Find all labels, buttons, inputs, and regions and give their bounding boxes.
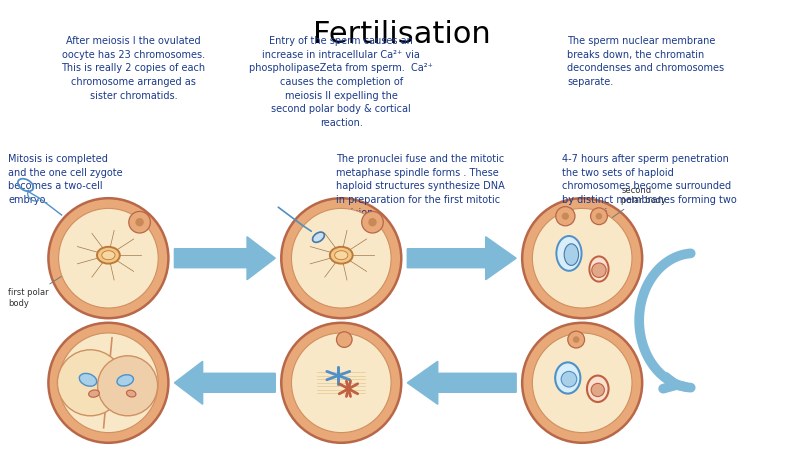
- Ellipse shape: [97, 247, 119, 264]
- Circle shape: [589, 208, 606, 225]
- Ellipse shape: [127, 390, 136, 397]
- Text: After meiosis I the ovulated
oocyte has 23 chromosomes.
This is really 2 copies : After meiosis I the ovulated oocyte has …: [61, 36, 205, 101]
- FancyArrow shape: [174, 361, 275, 404]
- Text: second
polar body: second polar body: [609, 186, 666, 219]
- Ellipse shape: [564, 244, 578, 265]
- Text: Entry of the sperm causes an
increase in intracellular Ca²⁺ via
phospholipaseZet: Entry of the sperm causes an increase in…: [249, 36, 432, 128]
- Text: Fertilisation: Fertilisation: [312, 20, 490, 49]
- Circle shape: [59, 208, 158, 308]
- Circle shape: [98, 356, 157, 416]
- Circle shape: [521, 198, 642, 318]
- Ellipse shape: [589, 256, 608, 282]
- Circle shape: [48, 323, 168, 443]
- Text: 4-7 hours after sperm penetration
the two sets of haploid
chromosomes become sur: 4-7 hours after sperm penetration the tw…: [561, 154, 736, 218]
- Ellipse shape: [117, 375, 133, 386]
- Circle shape: [532, 333, 631, 433]
- Circle shape: [532, 208, 631, 308]
- Ellipse shape: [334, 251, 347, 260]
- Circle shape: [368, 218, 376, 226]
- Ellipse shape: [312, 232, 324, 242]
- Circle shape: [361, 212, 383, 233]
- Circle shape: [595, 213, 602, 220]
- Circle shape: [591, 263, 606, 277]
- Circle shape: [572, 336, 579, 343]
- Circle shape: [291, 333, 391, 433]
- Circle shape: [48, 198, 168, 318]
- Ellipse shape: [79, 373, 96, 386]
- Text: Mitosis is completed
and the one cell zygote
becomes a two-cell
embryo.: Mitosis is completed and the one cell zy…: [8, 154, 123, 205]
- Ellipse shape: [554, 362, 580, 394]
- Circle shape: [59, 333, 158, 433]
- Text: The pronuclei fuse and the mitotic
metaphase spindle forms . These
haploid struc: The pronuclei fuse and the mitotic metap…: [336, 154, 504, 218]
- Circle shape: [57, 350, 124, 416]
- Circle shape: [555, 207, 574, 226]
- Ellipse shape: [556, 236, 581, 271]
- FancyArrow shape: [407, 237, 516, 280]
- Circle shape: [521, 323, 642, 443]
- Circle shape: [281, 198, 401, 318]
- FancyArrow shape: [407, 361, 516, 404]
- Circle shape: [128, 212, 150, 233]
- Circle shape: [136, 218, 144, 226]
- FancyArrow shape: [174, 237, 275, 280]
- Text: first polar
body: first polar body: [8, 269, 73, 308]
- Circle shape: [336, 332, 351, 347]
- Circle shape: [561, 371, 576, 387]
- Ellipse shape: [102, 251, 115, 260]
- Circle shape: [291, 208, 391, 308]
- Circle shape: [567, 331, 584, 348]
- Text: The sperm nuclear membrane
breaks down, the chromatin
decondenses and chromosome: The sperm nuclear membrane breaks down, …: [566, 36, 723, 87]
- Circle shape: [281, 323, 401, 443]
- Ellipse shape: [330, 247, 352, 264]
- Circle shape: [561, 212, 569, 220]
- Ellipse shape: [586, 376, 608, 402]
- Ellipse shape: [88, 390, 99, 397]
- Circle shape: [590, 383, 604, 396]
